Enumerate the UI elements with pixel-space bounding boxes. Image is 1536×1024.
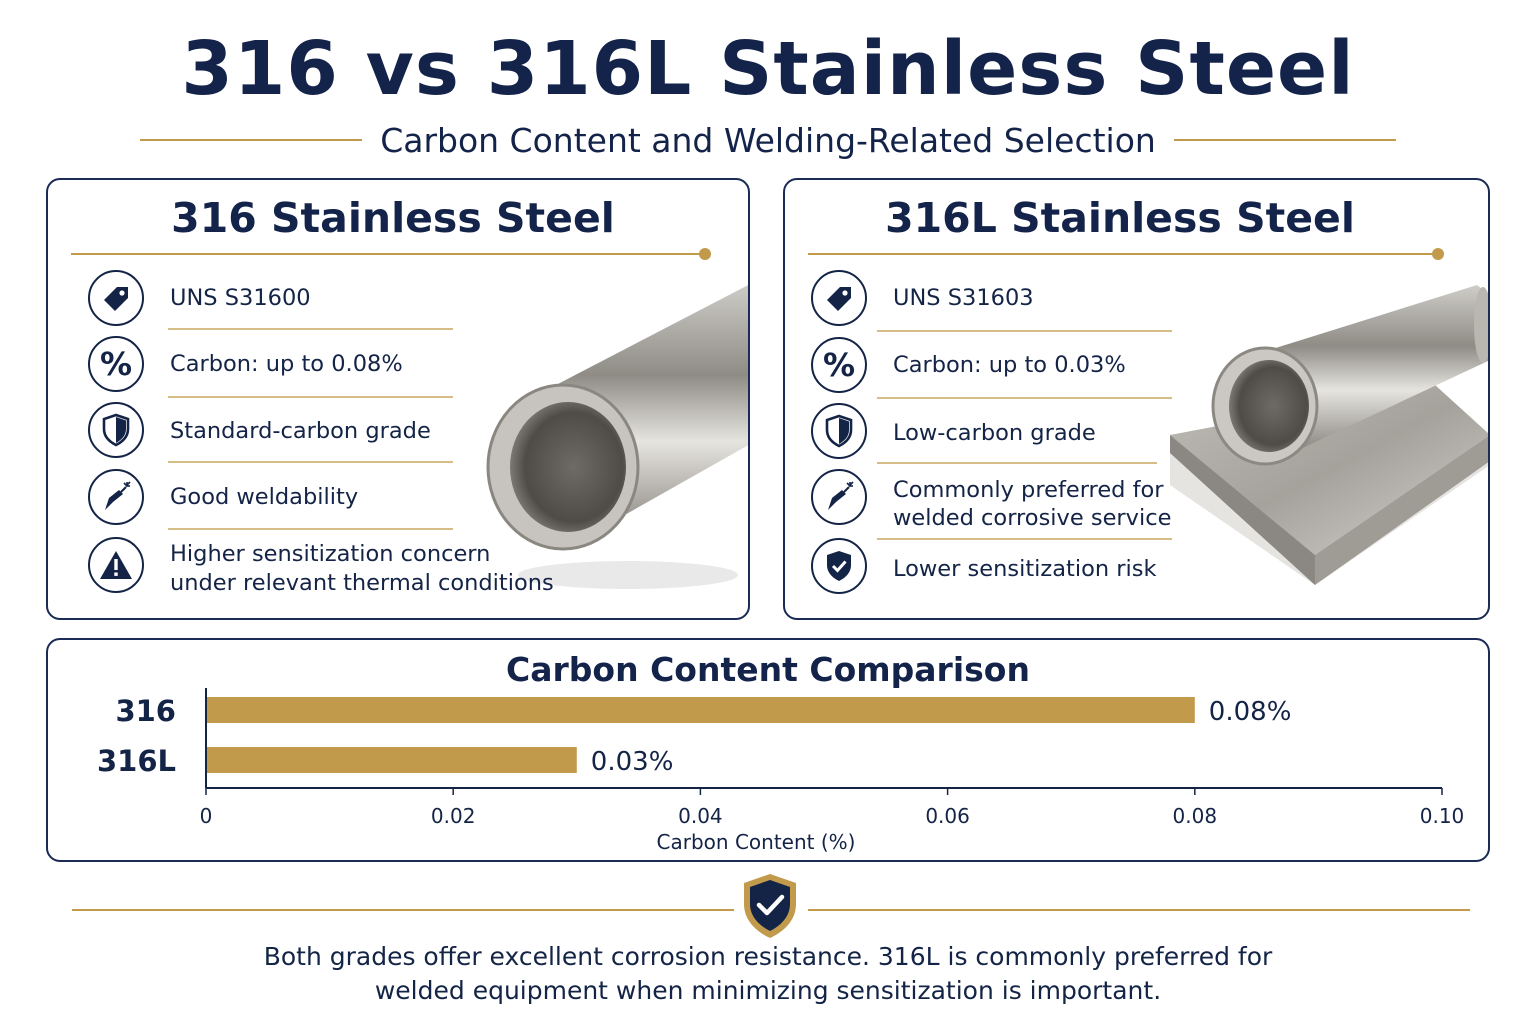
shield-icon — [88, 402, 144, 458]
panel-316: 316 Stainless Steel UNS S31600 % Carbon:… — [46, 178, 750, 620]
footer-line-2: welded equipment when minimizing sensiti… — [374, 976, 1162, 1005]
feature-text: UNS S31603 — [893, 285, 1034, 311]
shield-check-badge-icon — [744, 874, 796, 938]
shield-icon — [811, 403, 867, 459]
feature-text: Lower sensitization risk — [893, 556, 1157, 582]
feature-text: UNS S31600 — [170, 285, 311, 311]
feature-text-line-1: Commonly preferred for — [893, 477, 1164, 503]
bottom-rule-left — [72, 909, 734, 911]
separator — [168, 396, 453, 398]
footer-line-1: Both grades offer excellent corrosion re… — [263, 942, 1273, 971]
chart-title: Carbon Content Comparison — [506, 650, 1030, 689]
feature-text: Carbon: up to 0.08% — [170, 351, 403, 377]
subtitle-rule-left — [140, 139, 363, 141]
page-subtitle: Carbon Content and Welding-Related Selec… — [380, 120, 1156, 160]
tag-icon — [811, 270, 867, 326]
panel-316l-title: 316L Stainless Steel — [885, 194, 1355, 242]
panel-316l: 316L Stainless Steel UNS S31603 % Carbon… — [783, 178, 1490, 620]
footer-note: Both grades offer excellent corrosion re… — [0, 940, 1536, 1008]
separator — [877, 462, 1157, 464]
warning-icon — [88, 537, 144, 593]
panel-316-title: 316 Stainless Steel — [171, 194, 615, 242]
separator — [877, 538, 1172, 540]
welding-torch-icon — [811, 469, 867, 525]
separator — [168, 528, 453, 530]
chart-panel — [46, 638, 1490, 862]
panel-316-rule — [71, 248, 711, 260]
panel-316l-rule — [808, 248, 1444, 260]
feature-text-line-2: under relevant thermal conditions — [170, 570, 554, 596]
separator — [168, 461, 453, 463]
feature-text-line-1: Higher sensitization concern — [170, 541, 491, 567]
separator — [877, 397, 1172, 399]
percent-icon: % — [811, 337, 867, 393]
percent-icon: % — [88, 336, 144, 392]
separator — [877, 330, 1172, 332]
feature-text-line-2: welded corrosive service — [893, 505, 1172, 531]
separator — [168, 328, 453, 330]
welding-torch-icon — [88, 469, 144, 525]
steel-pipe-image — [486, 285, 748, 589]
shield-check-icon — [811, 538, 867, 594]
feature-text: Carbon: up to 0.03% — [893, 352, 1126, 378]
bottom-rule-right — [808, 909, 1470, 911]
subtitle-row: Carbon Content and Welding-Related Selec… — [140, 118, 1397, 162]
steel-pipe-and-plate-image — [1170, 285, 1488, 585]
feature-text: Good weldability — [170, 484, 359, 510]
feature-text: Standard-carbon grade — [170, 418, 431, 444]
page-title: 316 vs 316L Stainless Steel — [181, 26, 1355, 112]
feature-text: Low-carbon grade — [893, 420, 1096, 446]
tag-icon — [88, 270, 144, 326]
subtitle-rule-right — [1173, 139, 1397, 141]
